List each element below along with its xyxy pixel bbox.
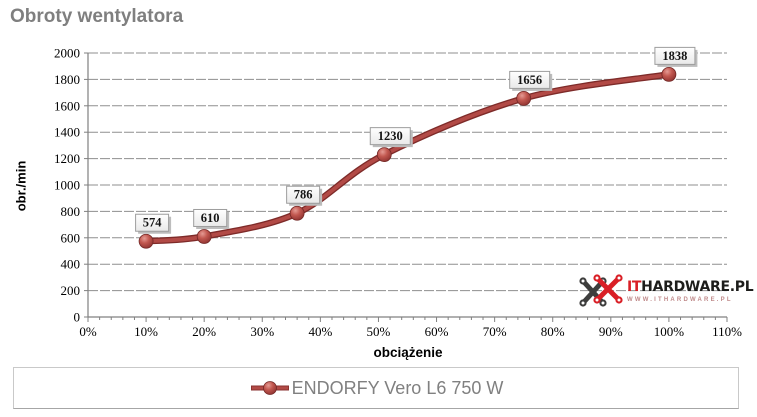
data-label: 574 [135, 213, 172, 234]
ithardware-logo-text: ITHARDWARE.PL WWW.ITHARDWARE.PL [627, 278, 754, 303]
series-line [138, 66, 677, 249]
x-axis-title: obciążenie [373, 345, 443, 360]
y-tick-label: 1800 [54, 72, 80, 87]
x-tick-label: 70% [483, 324, 507, 339]
legend-series-label: ENDORFY Vero L6 750 W [291, 377, 504, 398]
y-tick-label: 2000 [54, 46, 80, 61]
data-labels: 574 610 786 1230 1656 1838 [135, 46, 698, 234]
y-tick-label: 1000 [54, 178, 80, 193]
data-point-marker [376, 147, 392, 163]
y-axis-title: obr./min [13, 160, 29, 212]
svg-text:610: 610 [201, 211, 220, 225]
data-point-marker [516, 91, 532, 106]
legend: ENDORFY Vero L6 750 W [13, 367, 739, 409]
svg-text:1230: 1230 [378, 129, 403, 143]
tick-labels: 0 200 400 600 800 1000 1200 1400 1600 1800 2000 0% 1… [54, 46, 742, 340]
axis-ticks [84, 52, 728, 322]
ithardware-watermark: ITHARDWARE.PL WWW.ITHARDWARE.PL [577, 274, 754, 308]
data-point-marker [661, 66, 677, 82]
data-point-marker [138, 233, 154, 249]
data-point-marker [289, 205, 305, 221]
y-tick-label: 0 [74, 310, 81, 325]
data-label: 1838 [654, 46, 698, 67]
legend-marker-icon [250, 381, 289, 395]
data-label: 786 [286, 185, 323, 206]
y-tick-label: 1400 [54, 125, 80, 140]
data-label: 1230 [369, 127, 413, 148]
x-tick-label: 100% [654, 324, 685, 339]
brand-url: WWW.ITHARDWARE.PL [627, 296, 733, 303]
y-tick-label: 1600 [54, 98, 80, 113]
gridlines [88, 52, 727, 292]
chart-title: Obroty wentylatora [10, 6, 184, 27]
x-tick-label: 90% [599, 324, 623, 339]
data-label: 610 [193, 208, 230, 229]
y-tick-label: 600 [61, 230, 81, 245]
ithardware-logo-icon [579, 274, 623, 307]
svg-text:1656: 1656 [517, 73, 542, 87]
y-tick-label: 400 [61, 257, 81, 272]
y-tick-label: 800 [61, 204, 81, 219]
brand-name: ITHARDWARE.PL [627, 278, 754, 295]
x-tick-label: 30% [250, 324, 274, 339]
y-tick-label: 1200 [54, 151, 80, 166]
x-tick-label: 80% [541, 324, 565, 339]
data-label: 1656 [509, 70, 553, 91]
svg-text:574: 574 [143, 216, 163, 230]
x-tick-label: 60% [425, 324, 449, 339]
x-tick-label: 110% [712, 324, 742, 339]
svg-text:1838: 1838 [662, 49, 687, 63]
x-tick-label: 20% [192, 324, 216, 339]
x-tick-label: 10% [134, 324, 158, 339]
x-tick-label: 40% [308, 324, 332, 339]
svg-text:786: 786 [294, 188, 313, 202]
x-tick-label: 50% [367, 324, 391, 339]
x-tick-label: 0% [79, 324, 97, 339]
y-tick-label: 200 [61, 283, 81, 298]
data-point-marker [196, 229, 212, 244]
